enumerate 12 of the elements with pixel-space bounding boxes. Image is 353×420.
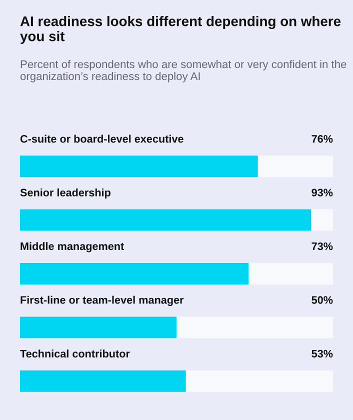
y-tick-label: Middle management [20,242,124,252]
data-label: 93% [312,188,333,196]
chart-title: AI readiness looks different depending on where you sit [20,16,341,44]
data-label: 76% [312,135,333,143]
data-label: 73% [312,242,333,250]
y-tick-label: Technical contributor [20,350,130,358]
y-tick-label: First-line or team-level manager [20,296,184,306]
y-tick-label: C-suite or board-level executive [20,134,184,143]
data-label: 50% [312,296,333,304]
y-tick-label: Senior leadership [20,188,110,199]
data-label: 53% [312,350,333,358]
chart-subtitle: Percent of respondents who are somewhat or very confident in the organization’s readiness to deploy AI [20,60,346,82]
